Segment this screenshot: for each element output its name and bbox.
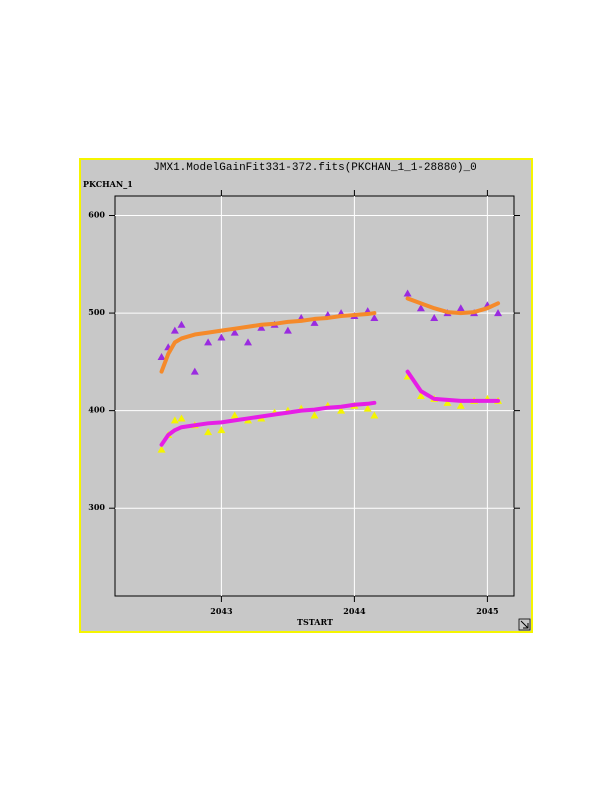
point	[456, 304, 465, 312]
y-tick-label: 300	[88, 502, 105, 512]
point	[494, 309, 503, 317]
y-tick-label: 500	[88, 307, 105, 317]
point	[170, 326, 179, 334]
fit-line	[159, 369, 501, 447]
point	[217, 333, 226, 341]
resize-icon[interactable]	[518, 618, 531, 631]
point	[403, 289, 412, 297]
point	[370, 411, 379, 419]
y-tick-label: 600	[88, 210, 105, 220]
plot-area	[114, 195, 515, 597]
point	[170, 416, 179, 424]
x-axis-label: TSTART	[297, 617, 333, 627]
point	[204, 428, 213, 436]
point	[416, 304, 425, 312]
fit-line	[159, 296, 501, 374]
point	[257, 323, 266, 331]
point	[310, 411, 319, 419]
point	[337, 406, 346, 414]
x-tick-label: 2045	[476, 606, 498, 616]
point	[204, 338, 213, 346]
point	[443, 398, 452, 406]
point	[244, 338, 252, 346]
point	[416, 392, 425, 399]
point	[283, 326, 292, 334]
point	[157, 445, 166, 453]
point	[370, 313, 379, 321]
point	[190, 367, 199, 375]
x-tick-label: 2043	[210, 606, 233, 616]
point	[157, 352, 166, 360]
x-tick-label: 2044	[343, 606, 366, 616]
point	[177, 414, 186, 422]
y-tick-label: 400	[88, 405, 105, 415]
point	[430, 313, 439, 321]
chart-title: JMX1.ModelGainFit331-372.fits(PKCHAN_1_1…	[153, 162, 476, 174]
point	[310, 318, 319, 326]
point	[456, 401, 465, 409]
point	[217, 426, 226, 434]
point	[230, 411, 239, 419]
point	[177, 320, 186, 328]
point	[230, 328, 239, 336]
y-axis-label: PKCHAN_1	[83, 179, 133, 189]
point	[363, 404, 372, 412]
